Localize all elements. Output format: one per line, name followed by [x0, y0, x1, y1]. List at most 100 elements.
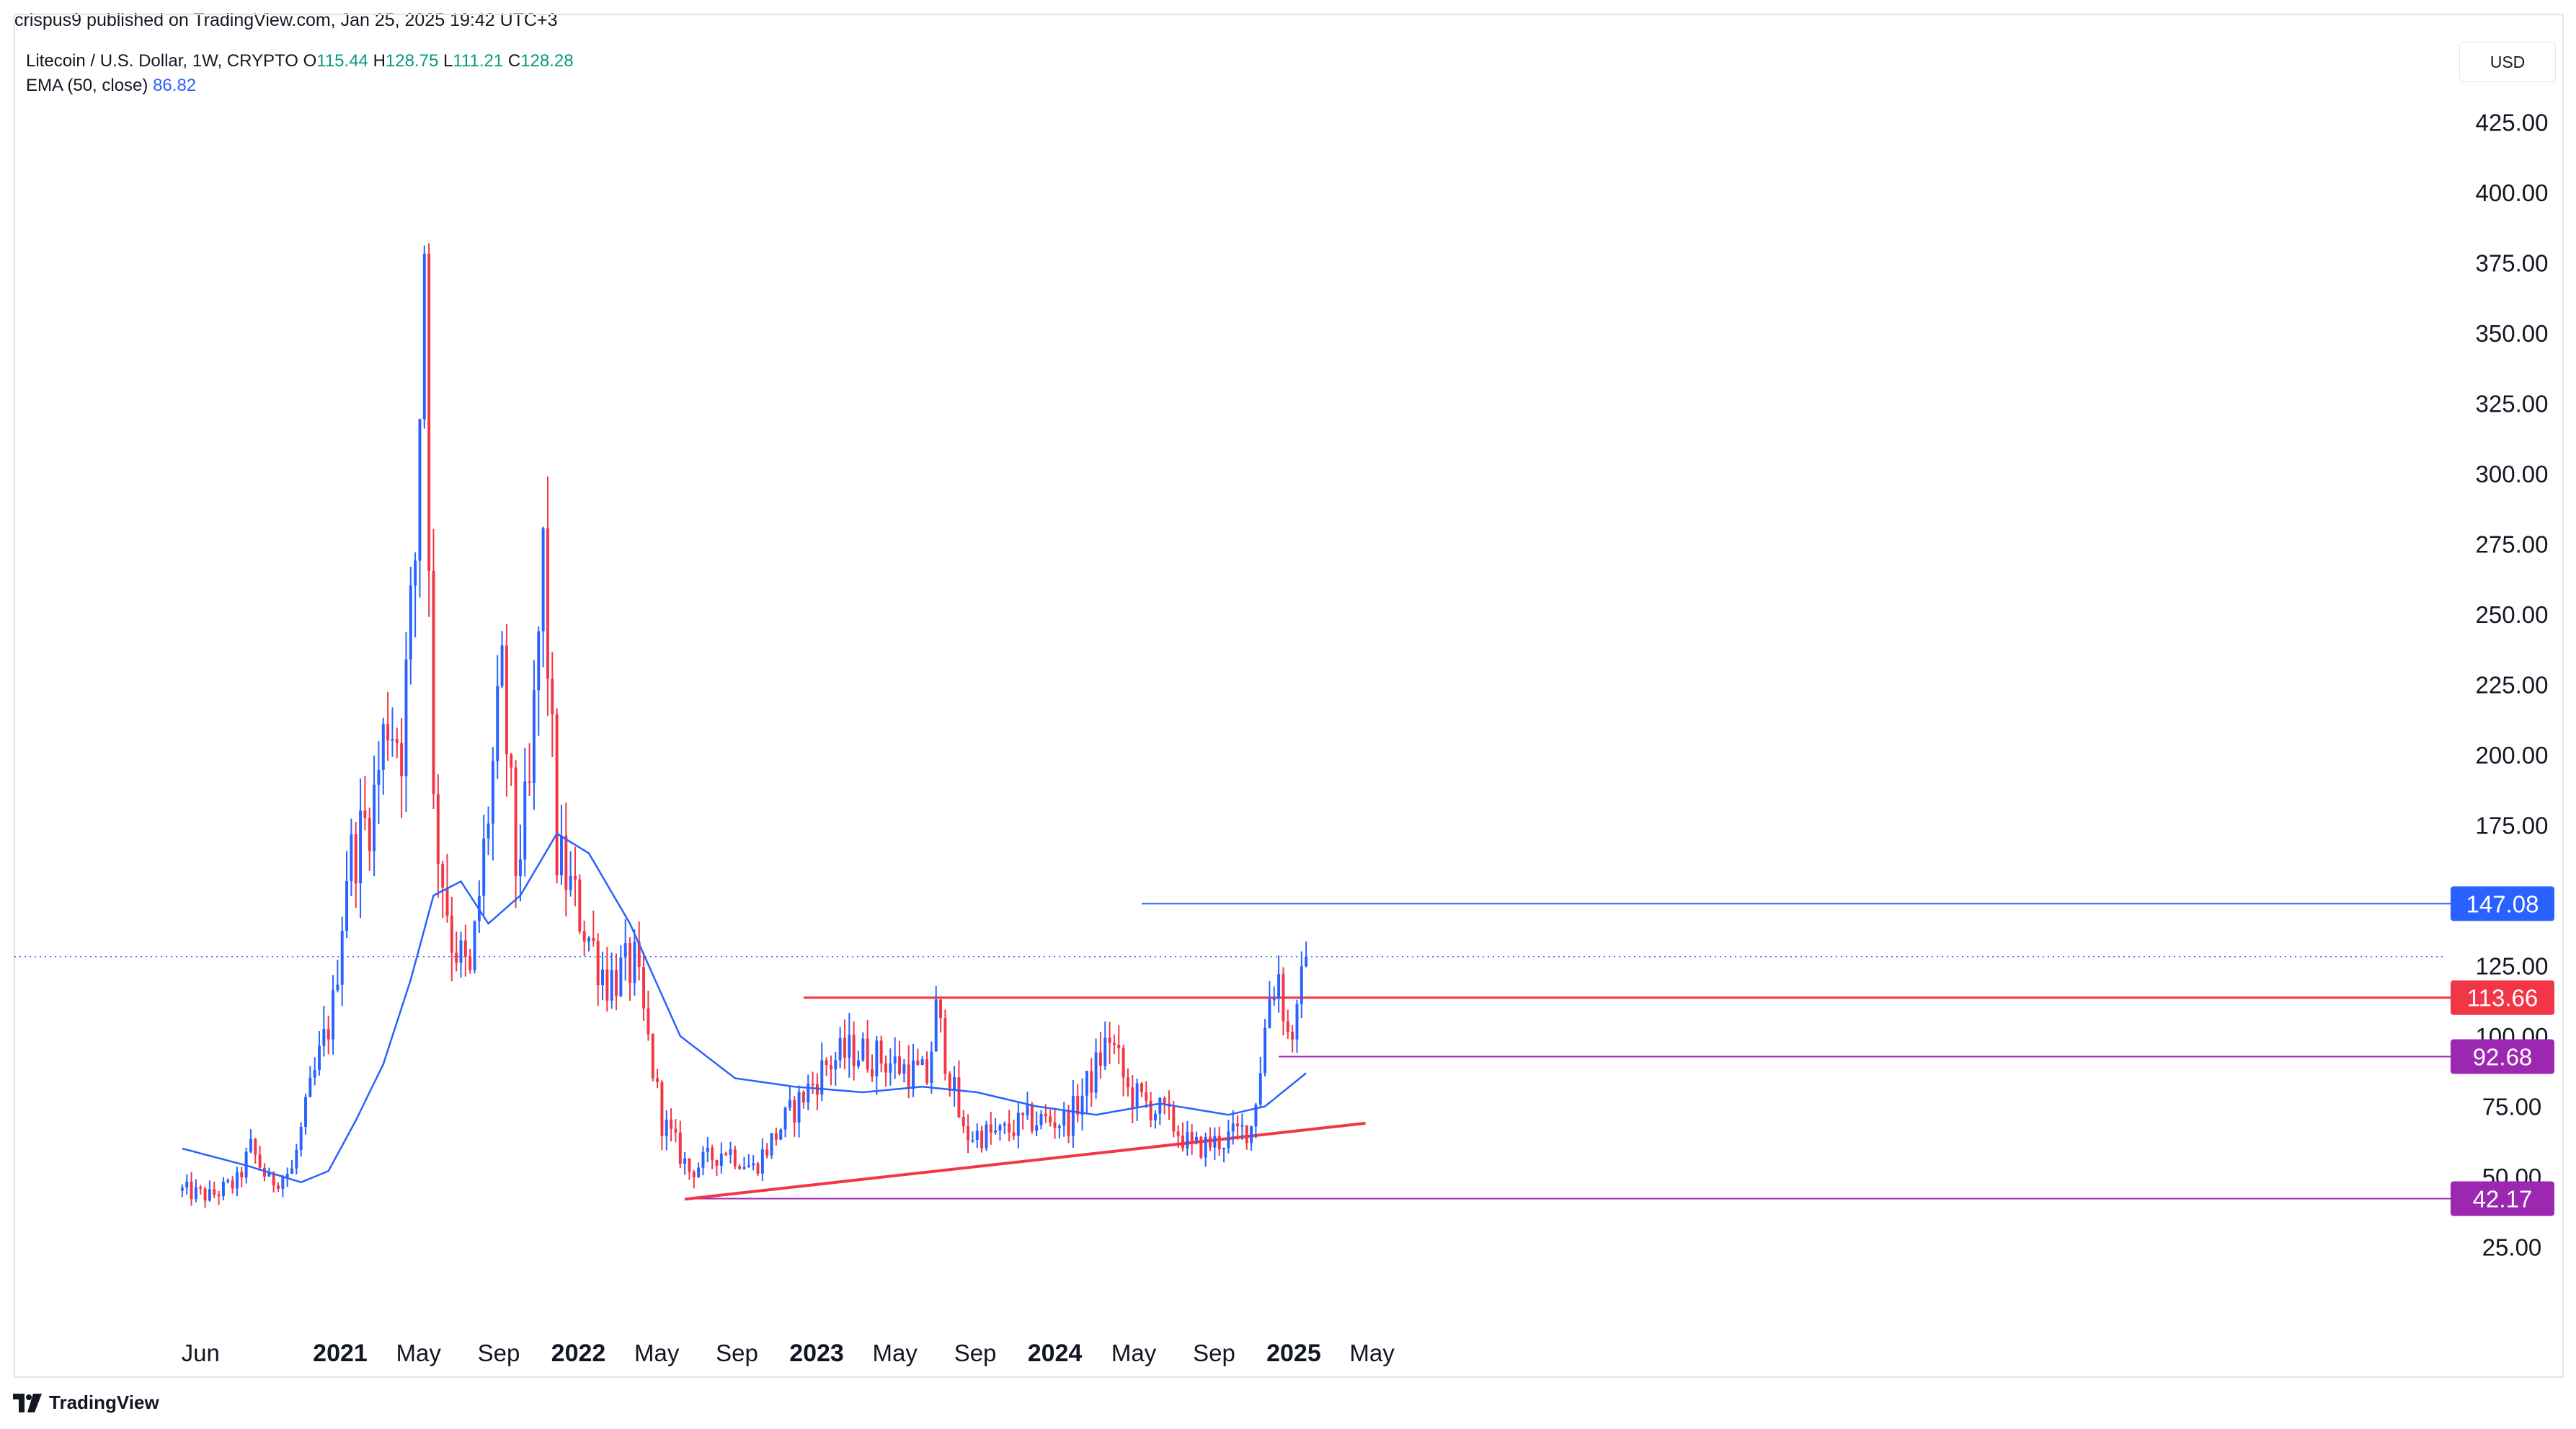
candle-body: [1122, 1048, 1125, 1078]
ema-group: [182, 832, 1307, 1184]
candle-body: [541, 528, 545, 632]
candle-body: [797, 1092, 801, 1123]
candle-body: [774, 1133, 778, 1140]
candle-body: [203, 1188, 207, 1201]
y-tick-label: 325.00: [2476, 391, 2549, 417]
candle-body: [852, 1035, 856, 1066]
candle-body: [249, 1139, 252, 1152]
candle-body: [386, 724, 390, 741]
candle-body: [975, 1131, 979, 1141]
candle-body: [459, 940, 463, 963]
candle-body: [514, 767, 518, 877]
candle-body: [916, 1061, 920, 1066]
candle-body: [770, 1133, 773, 1156]
currency-selector[interactable]: USD: [2459, 42, 2556, 82]
candle-body: [1044, 1113, 1047, 1117]
candle-body: [235, 1172, 239, 1189]
candle-body: [619, 957, 623, 996]
ema-label[interactable]: EMA (50, close): [26, 76, 148, 95]
candle-body: [948, 1074, 951, 1091]
open-label: O: [303, 51, 317, 71]
x-tick-label: Sep: [716, 1340, 758, 1366]
candle-body: [1190, 1132, 1194, 1141]
ascending-trendline[interactable]: [684, 1121, 1366, 1201]
x-tick-label: Jun: [182, 1340, 220, 1366]
candle-body: [1039, 1113, 1043, 1125]
candle-body: [354, 834, 357, 884]
x-tick-label: May: [634, 1340, 680, 1366]
candle-body: [706, 1147, 709, 1152]
candle-body: [290, 1168, 293, 1174]
candle-body: [985, 1124, 988, 1149]
candle-body: [811, 1084, 814, 1086]
x-tick-label: 2021: [313, 1340, 368, 1367]
candle-body: [893, 1056, 897, 1064]
candle-body: [582, 931, 586, 942]
candle-body: [1071, 1095, 1075, 1136]
candle-body: [1112, 1043, 1116, 1045]
recent-high-tag: [2451, 886, 2554, 921]
candle-body: [1254, 1105, 1258, 1127]
ohlc-row: Litecoin / U.S. Dollar, 1W, CRYPTO O115.…: [26, 49, 574, 74]
candle-body: [943, 1018, 947, 1074]
y-tick-label: 125.00: [2476, 953, 2549, 980]
candle-body: [866, 1038, 869, 1070]
candle-body: [190, 1181, 193, 1200]
recent-support-tag-label: 92.68: [2473, 1044, 2533, 1071]
y-tick-label: 225.00: [2476, 672, 2549, 699]
candle-body: [208, 1189, 211, 1201]
candle-body: [199, 1187, 203, 1189]
candle-body: [998, 1125, 1002, 1131]
candle-body: [404, 659, 408, 777]
candle-body: [1222, 1148, 1226, 1150]
candle-body: [724, 1154, 728, 1156]
symbol-name[interactable]: Litecoin / U.S. Dollar, 1W, CRYPTO: [26, 51, 298, 71]
candle-body: [715, 1159, 719, 1166]
candle-body: [656, 1078, 659, 1082]
candle-body: [647, 1008, 650, 1035]
candle-body: [1195, 1136, 1198, 1141]
candle-body: [1154, 1113, 1157, 1120]
candle-body: [1003, 1123, 1006, 1125]
candle-body: [1181, 1136, 1184, 1149]
resistance-tag: [2451, 980, 2554, 1015]
candle-body: [359, 810, 363, 884]
candle-body: [623, 943, 627, 958]
candle-body: [336, 984, 339, 991]
candle-body: [532, 690, 536, 783]
candle-body: [1172, 1106, 1176, 1132]
candle-body: [1186, 1132, 1189, 1149]
y-tick-label: 400.00: [2476, 180, 2549, 206]
candle-body: [596, 940, 600, 986]
candle-body: [857, 1060, 860, 1066]
candle-body: [254, 1139, 257, 1155]
candle-body: [1090, 1071, 1093, 1093]
candle-body: [692, 1172, 696, 1177]
candle-body: [1176, 1131, 1180, 1136]
candle-body: [1030, 1105, 1034, 1131]
candle-body: [363, 810, 367, 818]
candle-body: [879, 1040, 883, 1064]
x-tick-label: May: [1349, 1340, 1395, 1366]
candle-body: [1240, 1125, 1244, 1127]
candle-body: [1131, 1087, 1134, 1108]
x-tick-label: Sep: [478, 1340, 520, 1366]
candle-body: [989, 1124, 992, 1133]
candle-body: [1300, 966, 1303, 1004]
candle-body: [733, 1149, 737, 1167]
candle-body: [711, 1147, 714, 1160]
candle-body: [660, 1081, 664, 1136]
candle-body: [1080, 1095, 1084, 1115]
candle-body: [267, 1172, 271, 1177]
x-tick-label: 2023: [789, 1340, 844, 1367]
candle-body: [285, 1173, 289, 1178]
candle-body: [240, 1172, 244, 1178]
candle-body: [1067, 1110, 1070, 1136]
candle-body: [332, 990, 335, 1040]
ema-line[interactable]: [182, 832, 1307, 1184]
candle-body: [1008, 1123, 1011, 1133]
candle-body: [1227, 1131, 1230, 1149]
candle-body: [1231, 1123, 1235, 1132]
candle-body: [555, 714, 559, 876]
